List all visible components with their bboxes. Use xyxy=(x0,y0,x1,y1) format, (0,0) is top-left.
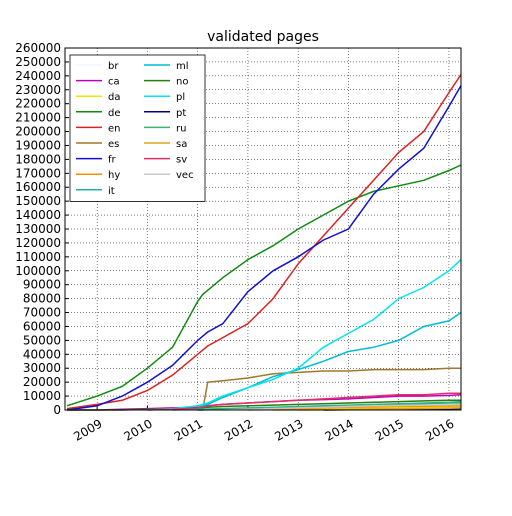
y-tick-label: 200000 xyxy=(15,125,61,139)
series-line xyxy=(222,403,462,411)
y-tick-label: 170000 xyxy=(15,166,61,180)
legend-label: sv xyxy=(176,155,187,166)
x-tick-label: 2012 xyxy=(222,416,255,443)
plot-frame xyxy=(64,47,462,411)
y-tick-label: 190000 xyxy=(15,138,61,152)
series-line xyxy=(66,85,462,411)
legend-label: pl xyxy=(176,92,185,103)
legend-label: br xyxy=(108,61,119,72)
y-tick-label: 120000 xyxy=(15,236,61,250)
y-tick-label: 40000 xyxy=(23,347,61,361)
y-tick-label: 60000 xyxy=(23,319,61,333)
y-tick-label: 150000 xyxy=(15,194,61,208)
y-tick-label: 70000 xyxy=(23,306,61,320)
y-tick-label: 180000 xyxy=(15,152,61,166)
y-tick-label: 100000 xyxy=(15,264,61,278)
y-tick-label: 240000 xyxy=(15,69,61,83)
y-tick-label: 90000 xyxy=(23,278,61,292)
y-tick-label: 80000 xyxy=(23,292,61,306)
y-tick-label: 230000 xyxy=(15,83,61,97)
legend-label: de xyxy=(108,108,121,119)
x-tick-label: 2016 xyxy=(423,416,456,443)
y-tick-label: 0 xyxy=(53,403,61,417)
x-tick-label: 2010 xyxy=(121,416,154,443)
y-tick-label: 140000 xyxy=(15,208,61,222)
series-line xyxy=(147,392,461,411)
x-tick-label: 2011 xyxy=(172,416,205,443)
legend: br ca da de en es fr hy it ml no pl pt ru sa sv vec xyxy=(69,54,206,202)
y-tick-label: 30000 xyxy=(23,361,61,375)
legend-label: ml xyxy=(176,61,189,72)
legend-label: fr xyxy=(108,155,117,166)
y-tick-label: 10000 xyxy=(23,389,61,403)
y-tick-label: 130000 xyxy=(15,222,61,236)
legend-label: ru xyxy=(176,123,186,134)
x-tick-label: 2014 xyxy=(322,416,355,443)
x-tick-label: 2009 xyxy=(71,416,104,443)
legend-label: vec xyxy=(176,170,194,181)
series-line xyxy=(66,74,462,410)
y-tick-label: 250000 xyxy=(15,55,61,69)
x-tick-label: 2015 xyxy=(373,416,406,443)
y-tick-label: 260000 xyxy=(15,41,61,55)
legend-label: ca xyxy=(108,77,120,88)
chart-title: validated pages xyxy=(207,29,319,45)
legend-box xyxy=(69,54,206,202)
y-tick-label: 110000 xyxy=(15,250,61,264)
legend-label: sa xyxy=(176,139,187,150)
series-line xyxy=(197,311,462,408)
legend-label: it xyxy=(108,186,115,197)
x-tick-label: 2013 xyxy=(272,416,305,443)
y-tick-label: 20000 xyxy=(23,375,61,389)
series-line xyxy=(197,367,461,411)
y-tick-label: 160000 xyxy=(15,180,61,194)
y-tick-label: 210000 xyxy=(15,111,61,125)
legend-label: pt xyxy=(176,108,186,119)
legend-label: hy xyxy=(108,170,120,181)
y-tick-label: 50000 xyxy=(23,333,61,347)
legend-label: no xyxy=(176,77,188,88)
y-tick-label: 220000 xyxy=(15,97,61,111)
legend-label: es xyxy=(108,139,119,150)
series-line xyxy=(147,259,462,411)
legend-label: en xyxy=(108,123,121,134)
legend-label: da xyxy=(108,92,120,103)
series-line xyxy=(66,164,462,407)
